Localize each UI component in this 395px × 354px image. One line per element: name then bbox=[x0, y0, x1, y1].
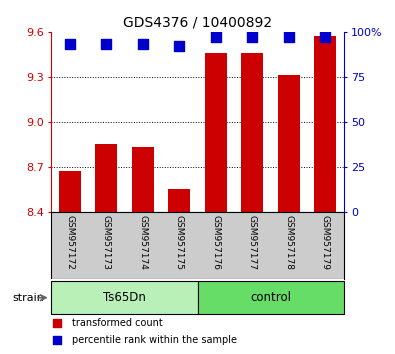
Point bbox=[249, 34, 256, 40]
Bar bbox=[278, 75, 300, 212]
Point bbox=[213, 34, 219, 40]
Text: control: control bbox=[250, 291, 291, 304]
Bar bbox=[132, 147, 154, 212]
Bar bbox=[241, 53, 263, 212]
Point bbox=[66, 42, 73, 47]
Bar bbox=[198, 281, 344, 314]
Bar bbox=[314, 36, 336, 212]
Title: GDS4376 / 10400892: GDS4376 / 10400892 bbox=[123, 15, 272, 29]
Text: GSM957179: GSM957179 bbox=[321, 215, 330, 270]
Text: percentile rank within the sample: percentile rank within the sample bbox=[72, 335, 237, 345]
Point bbox=[54, 337, 60, 343]
Point bbox=[176, 44, 182, 49]
Bar bbox=[59, 171, 81, 212]
Bar bbox=[51, 281, 198, 314]
Point bbox=[103, 42, 109, 47]
Text: GSM957172: GSM957172 bbox=[65, 215, 74, 270]
Bar bbox=[205, 53, 227, 212]
Point bbox=[139, 42, 146, 47]
Text: Ts65Dn: Ts65Dn bbox=[103, 291, 146, 304]
Text: GSM957177: GSM957177 bbox=[248, 215, 257, 270]
Bar bbox=[168, 189, 190, 212]
Text: transformed count: transformed count bbox=[72, 318, 163, 328]
Text: strain: strain bbox=[12, 293, 44, 303]
Point bbox=[322, 34, 329, 40]
Text: GSM957175: GSM957175 bbox=[175, 215, 184, 270]
Point bbox=[54, 320, 60, 326]
Point bbox=[286, 34, 292, 40]
Bar bbox=[95, 144, 117, 212]
Text: GSM957176: GSM957176 bbox=[211, 215, 220, 270]
Text: GSM957174: GSM957174 bbox=[138, 215, 147, 270]
Text: GSM957173: GSM957173 bbox=[102, 215, 111, 270]
Text: GSM957178: GSM957178 bbox=[284, 215, 293, 270]
